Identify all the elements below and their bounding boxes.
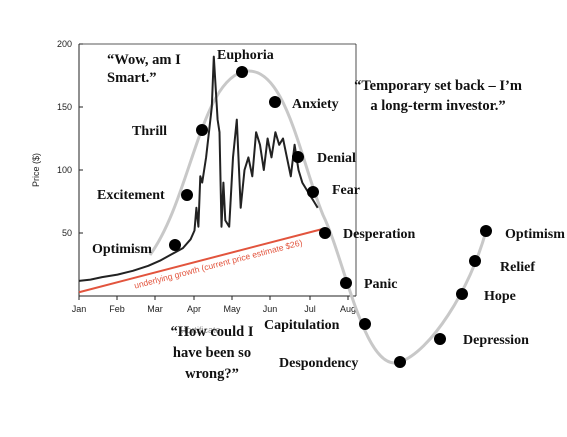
stage-label-hope: Hope [484,289,516,304]
stage-label-capitulation: Capitulation [264,318,340,333]
stage-dot-hope [456,288,468,300]
stage-dot-capitulation [359,318,371,330]
price-series-line [78,55,319,282]
stage-dot-desperation [319,227,331,239]
stage-dot-excitement [181,189,193,201]
stage-label-thrill: Thrill [132,124,167,139]
quote-wrong: “How could I have been so wrong?” [171,324,254,382]
stage-dot-fear [307,186,319,198]
quote-smart: “Wow, am I Smart.” [107,52,181,86]
stage-label-panic: Panic [364,277,397,292]
quote-wrong-line1: “How could I [171,324,254,340]
y-tick-label: 50 [62,228,72,238]
stage-dot-optimism [169,239,181,251]
stage-dot-depression [434,333,446,345]
x-tick-label: Feb [109,304,125,314]
stage-dot-thrill [196,124,208,136]
quote-wrong-line3: wrong?” [185,366,239,382]
quote-wrong-line2: have been so [173,345,251,361]
stage-label-optimism: Optimism [92,242,152,257]
y-tick-group: 50 100 150 200 [57,39,83,238]
x-tick-label: May [223,304,241,314]
x-tick-label: Mar [147,304,163,314]
x-tick-label: Jun [263,304,278,314]
stage-label-relief: Relief [500,260,535,275]
faint-overlap-text: …fortificate [175,325,221,335]
stage-labels: Optimism Excitement Thrill Euphoria Anxi… [92,48,565,371]
stage-dot-anxiety [269,96,281,108]
stage-label-despondency: Despondency [279,356,358,371]
quote-smart-line2: Smart.” [107,70,157,86]
y-tick-label: 150 [57,102,72,112]
y-tick-label: 100 [57,165,72,175]
y-axis-title: Price ($) [31,153,41,187]
quote-smart-line1: “Wow, am I [107,52,181,68]
x-tick-group: Jan Feb Mar Apr May Jun Jul Aug [72,296,356,314]
x-tick-label: Jul [304,304,316,314]
stage-dot-relief [469,255,481,267]
stage-dot-optimism-2 [480,225,492,237]
stage-label-fear: Fear [332,183,360,198]
x-tick-label: Apr [187,304,201,314]
stage-label-anxiety: Anxiety [292,97,339,112]
emotional-cycle-curve [148,69,488,365]
quote-setback: “Temporary set back – I’m a long-term in… [354,78,522,114]
x-tick-label: Jan [72,304,87,314]
stage-label-excitement: Excitement [97,188,165,203]
stage-dots [169,66,492,368]
stage-label-denial: Denial [317,151,356,166]
stage-dot-panic [340,277,352,289]
stage-dot-euphoria [236,66,248,78]
stage-label-desperation: Desperation [343,227,416,242]
quote-setback-line2: a long-term investor.” [370,98,505,114]
y-tick-label: 200 [57,39,72,49]
underlying-growth-label: underlying growth (current price estimat… [133,237,303,290]
stage-label-euphoria: Euphoria [217,48,274,63]
underlying-growth-line [78,228,322,294]
stage-label-depression: Depression [463,333,529,348]
stage-dot-despondency [394,356,406,368]
stage-label-optimism-2: Optimism [505,227,565,242]
x-tick-label: Aug [340,304,356,314]
quote-setback-line1: “Temporary set back – I’m [354,78,522,94]
stage-dot-denial [292,151,304,163]
